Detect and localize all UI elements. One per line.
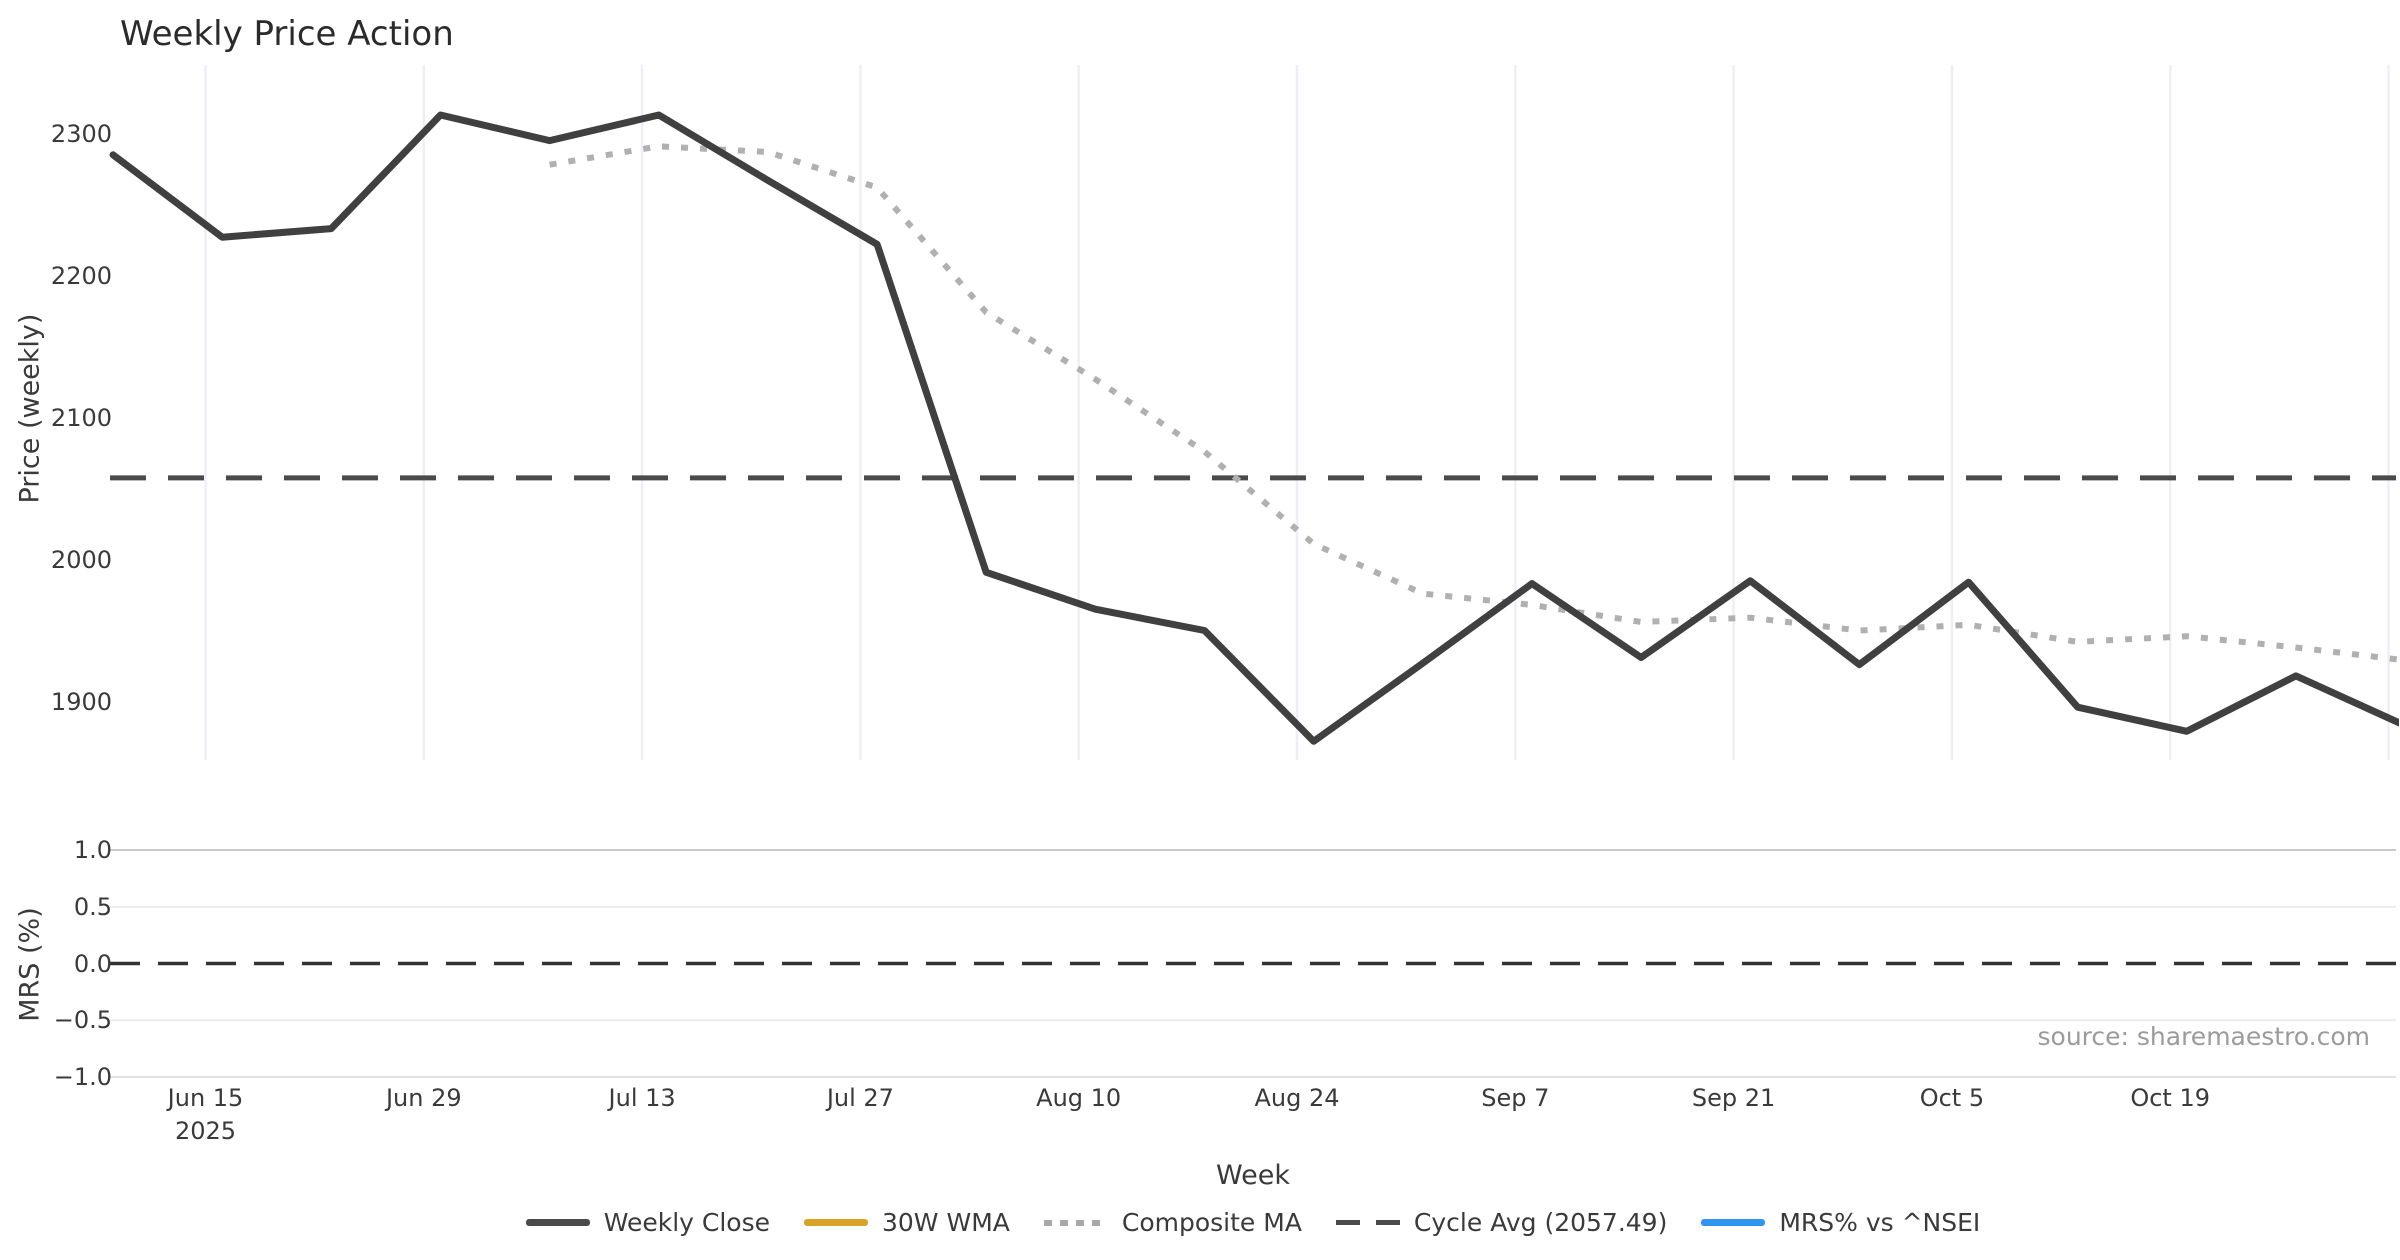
mrs-y-tick: −1.0 bbox=[53, 1063, 112, 1091]
legend-item-weekly-close: Weekly Close bbox=[525, 1208, 770, 1237]
legend-item-composite-ma: Composite MA bbox=[1043, 1208, 1302, 1237]
x-tick: Jun 29 bbox=[385, 1084, 462, 1112]
legend-item-mrs-vs-nsei: MRS% vs ^NSEI bbox=[1701, 1208, 1980, 1237]
mrs-y-tick: 1.0 bbox=[73, 836, 112, 864]
legend-solid-swatch-icon bbox=[525, 1219, 590, 1226]
chart-legend: Weekly Close 30W WMA Composite MA Cycle Avg… bbox=[110, 1208, 2396, 1237]
legend-label: Composite MA bbox=[1121, 1208, 1302, 1237]
x-tick: Jun 15 2025 bbox=[167, 1084, 244, 1145]
x-tick: Sep 7 bbox=[1481, 1084, 1550, 1112]
x-tick: Sep 21 bbox=[1691, 1084, 1776, 1112]
mrs-y-tick: 0.0 bbox=[73, 949, 112, 978]
price-y-tick: 1900 bbox=[50, 687, 112, 716]
legend-label: Cycle Avg (2057.49) bbox=[1413, 1208, 1668, 1237]
legend-item-30w-wma: 30W WMA bbox=[804, 1208, 1010, 1237]
legend-label: MRS% vs ^NSEI bbox=[1779, 1208, 1981, 1237]
legend-label: 30W WMA bbox=[882, 1208, 1010, 1237]
price-y-tick: 2100 bbox=[50, 403, 112, 432]
x-tick: Oct 5 bbox=[1919, 1084, 1985, 1112]
legend-dotted-swatch-icon bbox=[1043, 1219, 1108, 1226]
weekly-close-line bbox=[109, 111, 2399, 745]
legend-label: Weekly Close bbox=[603, 1208, 770, 1237]
chart-title: Weekly Price Action bbox=[120, 14, 454, 54]
x-tick: Aug 10 bbox=[1036, 1084, 1122, 1112]
x-tick: Jul 27 bbox=[826, 1084, 894, 1112]
source-attribution: source: sharemaestro.com bbox=[2037, 1022, 2371, 1051]
x-tick: Aug 24 bbox=[1254, 1084, 1340, 1112]
x-tick: Jul 13 bbox=[608, 1084, 676, 1112]
x-axis-label: Week bbox=[1216, 1160, 1290, 1191]
mrs-y-tick: 0.5 bbox=[73, 892, 112, 921]
composite-ma-line bbox=[549, 143, 2399, 663]
legend-solid-swatch-icon bbox=[1701, 1219, 1766, 1226]
x-tick: Oct 19 bbox=[2130, 1084, 2211, 1112]
legend-solid-swatch-icon bbox=[804, 1219, 868, 1226]
price-y-tick: 2300 bbox=[50, 119, 112, 148]
legend-item-cycle-avg-2057-49-: Cycle Avg (2057.49) bbox=[1335, 1208, 1668, 1237]
price-y-tick: 2000 bbox=[50, 545, 112, 574]
legend-dashed-swatch-icon bbox=[1335, 1220, 1400, 1225]
price-y-tick: 2200 bbox=[50, 261, 112, 290]
mrs-y-tick: −0.5 bbox=[53, 1006, 112, 1035]
